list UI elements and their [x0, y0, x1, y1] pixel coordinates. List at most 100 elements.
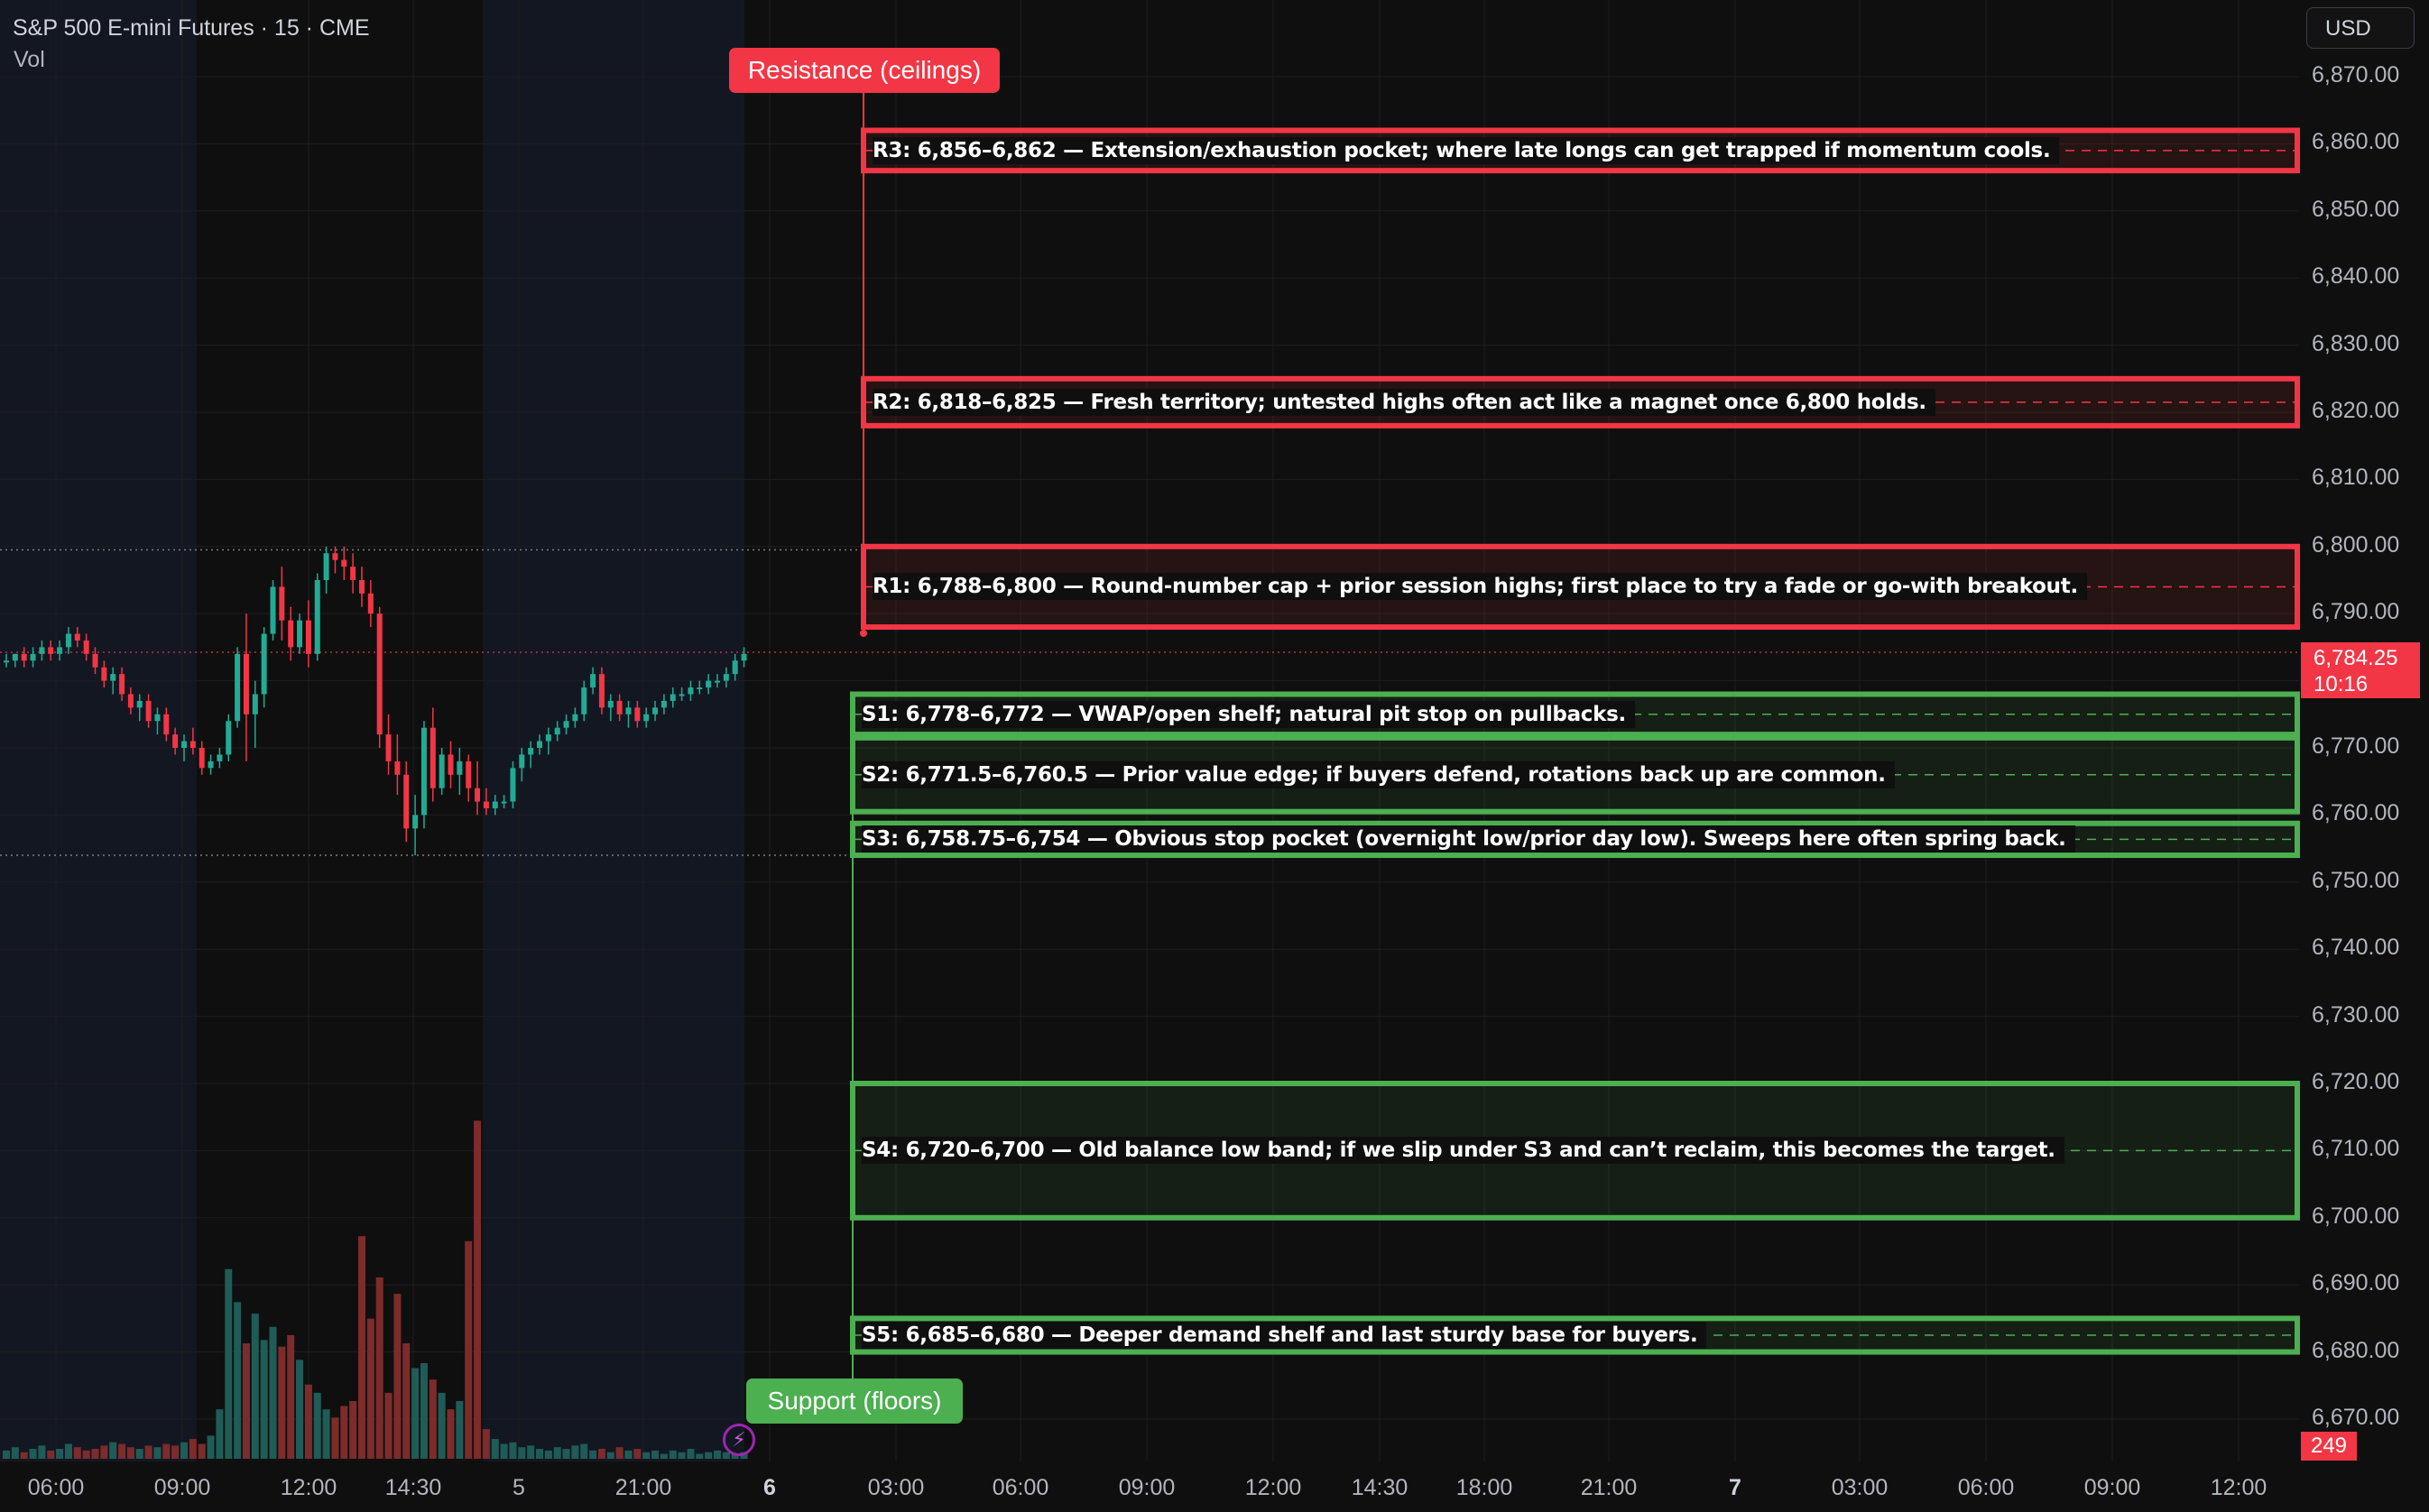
zone-label-s4[interactable]: S4: 6,720–6,700 — Old balance low band; …: [862, 1137, 2064, 1165]
volume-bar: [384, 1392, 393, 1459]
volume-bar: [260, 1340, 268, 1459]
price-tick-label: 6,730.00: [2312, 1001, 2400, 1028]
resistance-label[interactable]: Resistance (ceilings): [729, 48, 1000, 93]
candle-body: [492, 801, 498, 808]
price-tick-label: 6,810.00: [2312, 465, 2400, 491]
volume-bar: [696, 1453, 704, 1459]
volume-bar: [393, 1294, 402, 1459]
volume-bar: [126, 1447, 134, 1459]
zone-label-s2[interactable]: S2: 6,771.5–6,760.5 — Prior value edge; …: [862, 761, 1895, 788]
price-tick-label: 6,830.00: [2312, 330, 2400, 356]
zone-label-s1[interactable]: S1: 6,778–6,772 — VWAP/open shelf; natur…: [862, 700, 1635, 728]
candle-body: [119, 674, 125, 695]
bar-countdown: 10:16: [2314, 672, 2369, 696]
price-tick-label: 6,740.00: [2312, 935, 2400, 961]
candle-body: [226, 721, 232, 755]
candle-body: [554, 727, 560, 735]
price-tick-label: 6,750.00: [2312, 867, 2400, 893]
price-tick-label: 6,760.00: [2312, 800, 2400, 826]
price-tick-label: 6,870.00: [2312, 62, 2400, 88]
candle-body: [634, 707, 641, 722]
zone-label-r1[interactable]: R1: 6,788–6,800 — Round-number cap + pri…: [873, 573, 2087, 601]
volume-bar: [189, 1439, 197, 1459]
volume-bar: [296, 1360, 304, 1459]
volume-bar: [580, 1443, 588, 1459]
volume-bar: [651, 1450, 660, 1459]
volume-bar: [225, 1268, 233, 1459]
candle-body: [545, 734, 551, 742]
volume-bar: [38, 1445, 46, 1459]
zone-label-r3[interactable]: R3: 6,856–6,862 — Extension/exhaustion p…: [873, 136, 2060, 164]
currency-button[interactable]: USD: [2306, 7, 2415, 49]
volume-bar: [322, 1409, 330, 1459]
time-tick-label: 6: [763, 1475, 776, 1500]
candle-body: [350, 567, 356, 580]
volume-bar: [251, 1314, 259, 1459]
volume-bar: [491, 1439, 499, 1459]
candle-body: [341, 559, 347, 567]
candle-body: [21, 653, 27, 661]
candle-body: [145, 700, 152, 722]
volume-bar: [429, 1379, 437, 1459]
price-tick-label: 6,700.00: [2312, 1203, 2400, 1229]
volume-bar: [544, 1450, 552, 1459]
time-tick-label: 06:00: [1957, 1475, 2015, 1500]
volume-bar: [705, 1452, 713, 1459]
candle-body: [332, 553, 338, 560]
volume-bar: [109, 1442, 117, 1459]
time-tick-label: 09:00: [2083, 1475, 2141, 1500]
volume-bar: [465, 1240, 473, 1459]
time-tick-label: 06:00: [992, 1475, 1049, 1500]
volume-bar: [411, 1368, 420, 1459]
candle-body: [510, 768, 516, 802]
zone-label-s3[interactable]: S3: 6,758.75–6,754 — Obvious stop pocket…: [862, 825, 2075, 853]
volume-bar: [722, 1452, 730, 1459]
volume-bar: [171, 1445, 180, 1459]
support-label[interactable]: Support (floors): [746, 1378, 963, 1424]
candle-body: [74, 633, 80, 641]
session-shade: [483, 0, 744, 1461]
volume-bar: [597, 1449, 605, 1459]
volume-bar: [731, 1453, 739, 1459]
volume-bar: [553, 1447, 561, 1459]
candle-body: [323, 553, 329, 580]
price-tick-label: 6,710.00: [2312, 1136, 2400, 1162]
candle-body: [563, 721, 569, 728]
candle-body: [528, 748, 534, 755]
candle-body: [65, 633, 71, 648]
volume-bar: [402, 1343, 411, 1459]
candle-body: [625, 707, 632, 715]
time-tick-label: 12:00: [2210, 1475, 2267, 1500]
volume-indicator-label[interactable]: Vol: [14, 47, 45, 72]
candle-body: [537, 741, 542, 748]
zone-label-s5[interactable]: S5: 6,685–6,680 — Deeper demand shelf an…: [862, 1322, 1707, 1349]
volume-bar: [669, 1450, 677, 1459]
candle-body: [48, 647, 54, 654]
candle-body: [483, 801, 489, 808]
candle-body: [4, 660, 9, 663]
candle-body: [457, 761, 463, 775]
candle-body: [163, 714, 170, 735]
volume-bar: [447, 1409, 455, 1459]
zone-label-r2[interactable]: R2: 6,818–6,825 — Fresh territory; untes…: [873, 388, 1935, 416]
candle-body: [732, 660, 738, 675]
candle-body: [172, 734, 179, 748]
lightning-icon[interactable]: ⚡: [723, 1424, 755, 1456]
symbol-title[interactable]: S&P 500 E-mini Futures · 15 · CME: [13, 15, 370, 41]
candle-body: [697, 687, 703, 690]
volume-bar: [482, 1429, 490, 1459]
time-tick-label: 21:00: [1580, 1475, 1638, 1500]
volume-bar: [438, 1392, 446, 1459]
price-tick-label: 6,850.00: [2312, 196, 2400, 222]
time-tick-label: 06:00: [27, 1475, 85, 1500]
volume-bar: [571, 1445, 579, 1459]
last-volume-tag: 249: [2301, 1432, 2357, 1461]
volume-bar: [340, 1406, 348, 1459]
candle-body: [519, 754, 525, 769]
volume-bar: [624, 1450, 633, 1459]
candle-body: [305, 620, 311, 654]
candle-body: [688, 687, 694, 695]
candle-body: [394, 761, 401, 775]
candle-body: [270, 586, 276, 634]
